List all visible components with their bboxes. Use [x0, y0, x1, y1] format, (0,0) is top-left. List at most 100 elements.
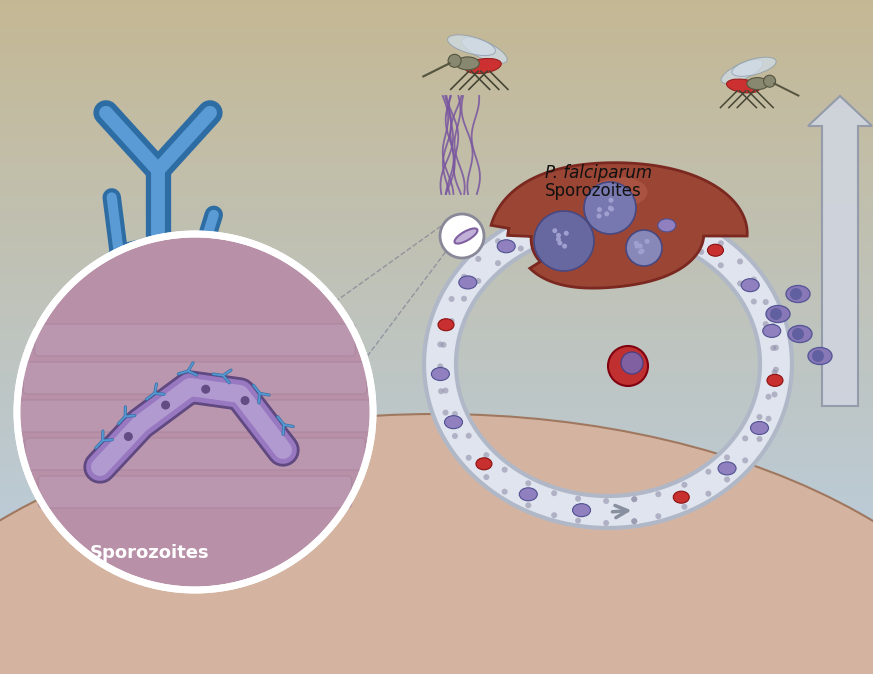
Bar: [0, 517, 873, 519]
Circle shape: [766, 416, 772, 422]
Bar: [0, 20, 873, 22]
Circle shape: [770, 323, 776, 329]
Bar: [0, 101, 873, 103]
Bar: [0, 638, 873, 640]
Bar: [0, 164, 873, 166]
Circle shape: [567, 206, 573, 212]
Ellipse shape: [746, 78, 768, 90]
Bar: [0, 256, 873, 258]
Circle shape: [558, 241, 562, 245]
Circle shape: [608, 197, 614, 203]
Circle shape: [452, 411, 458, 417]
Bar: [0, 672, 873, 674]
Circle shape: [638, 249, 643, 254]
Bar: [0, 175, 873, 177]
Bar: [0, 539, 873, 541]
Bar: [0, 321, 873, 324]
Bar: [0, 588, 873, 591]
Bar: [0, 398, 873, 400]
Bar: [0, 661, 873, 663]
Bar: [0, 436, 873, 438]
Circle shape: [595, 202, 601, 208]
Bar: [0, 126, 873, 128]
Bar: [0, 236, 873, 238]
Bar: [0, 342, 873, 344]
Bar: [0, 243, 873, 245]
Bar: [0, 492, 873, 494]
Ellipse shape: [462, 38, 507, 63]
Bar: [0, 42, 873, 45]
FancyBboxPatch shape: [35, 324, 355, 356]
Bar: [0, 29, 873, 32]
Bar: [0, 389, 873, 391]
Bar: [0, 315, 873, 317]
Bar: [0, 32, 873, 34]
Bar: [0, 429, 873, 431]
Bar: [0, 218, 873, 220]
Bar: [0, 440, 873, 443]
Circle shape: [452, 433, 458, 439]
Bar: [0, 36, 873, 38]
Bar: [0, 224, 873, 227]
Bar: [0, 470, 873, 472]
Bar: [0, 106, 873, 108]
Bar: [0, 265, 873, 268]
Bar: [0, 295, 873, 297]
Bar: [0, 274, 873, 276]
Bar: [0, 115, 873, 117]
Ellipse shape: [718, 462, 736, 475]
Ellipse shape: [726, 79, 760, 93]
Bar: [0, 168, 873, 171]
Circle shape: [682, 503, 687, 510]
Bar: [0, 63, 873, 65]
Text: Sporozoites: Sporozoites: [545, 182, 642, 200]
Circle shape: [475, 278, 481, 284]
Bar: [0, 416, 873, 418]
Bar: [0, 153, 873, 155]
Bar: [0, 214, 873, 216]
Circle shape: [772, 392, 778, 398]
Bar: [0, 512, 873, 514]
Bar: [0, 413, 873, 416]
Bar: [0, 166, 873, 168]
Bar: [0, 251, 873, 254]
Bar: [0, 503, 873, 506]
Ellipse shape: [707, 244, 724, 256]
Circle shape: [596, 214, 601, 218]
Bar: [0, 485, 873, 487]
Circle shape: [465, 433, 471, 439]
Circle shape: [603, 498, 609, 504]
Bar: [0, 54, 873, 56]
Circle shape: [437, 341, 443, 347]
Bar: [0, 521, 873, 524]
Bar: [0, 433, 873, 436]
Bar: [0, 96, 873, 99]
Bar: [0, 551, 873, 553]
Bar: [0, 146, 873, 148]
Bar: [0, 9, 873, 11]
Circle shape: [441, 319, 446, 326]
Bar: [0, 499, 873, 501]
Ellipse shape: [732, 57, 776, 76]
Bar: [0, 450, 873, 452]
Bar: [0, 460, 873, 463]
Circle shape: [631, 518, 637, 524]
Circle shape: [526, 502, 532, 508]
Bar: [0, 609, 873, 611]
Ellipse shape: [721, 60, 763, 84]
Bar: [0, 607, 873, 609]
Circle shape: [737, 280, 743, 286]
Bar: [0, 261, 873, 263]
Bar: [0, 13, 873, 16]
Bar: [0, 16, 873, 18]
Bar: [0, 155, 873, 157]
Bar: [0, 369, 873, 371]
Text: Sporozoites: Sporozoites: [90, 544, 210, 562]
Ellipse shape: [465, 59, 501, 73]
Bar: [0, 278, 873, 281]
Circle shape: [631, 496, 637, 502]
Bar: [0, 438, 873, 440]
Bar: [0, 245, 873, 247]
Bar: [0, 618, 873, 620]
Bar: [0, 423, 873, 425]
